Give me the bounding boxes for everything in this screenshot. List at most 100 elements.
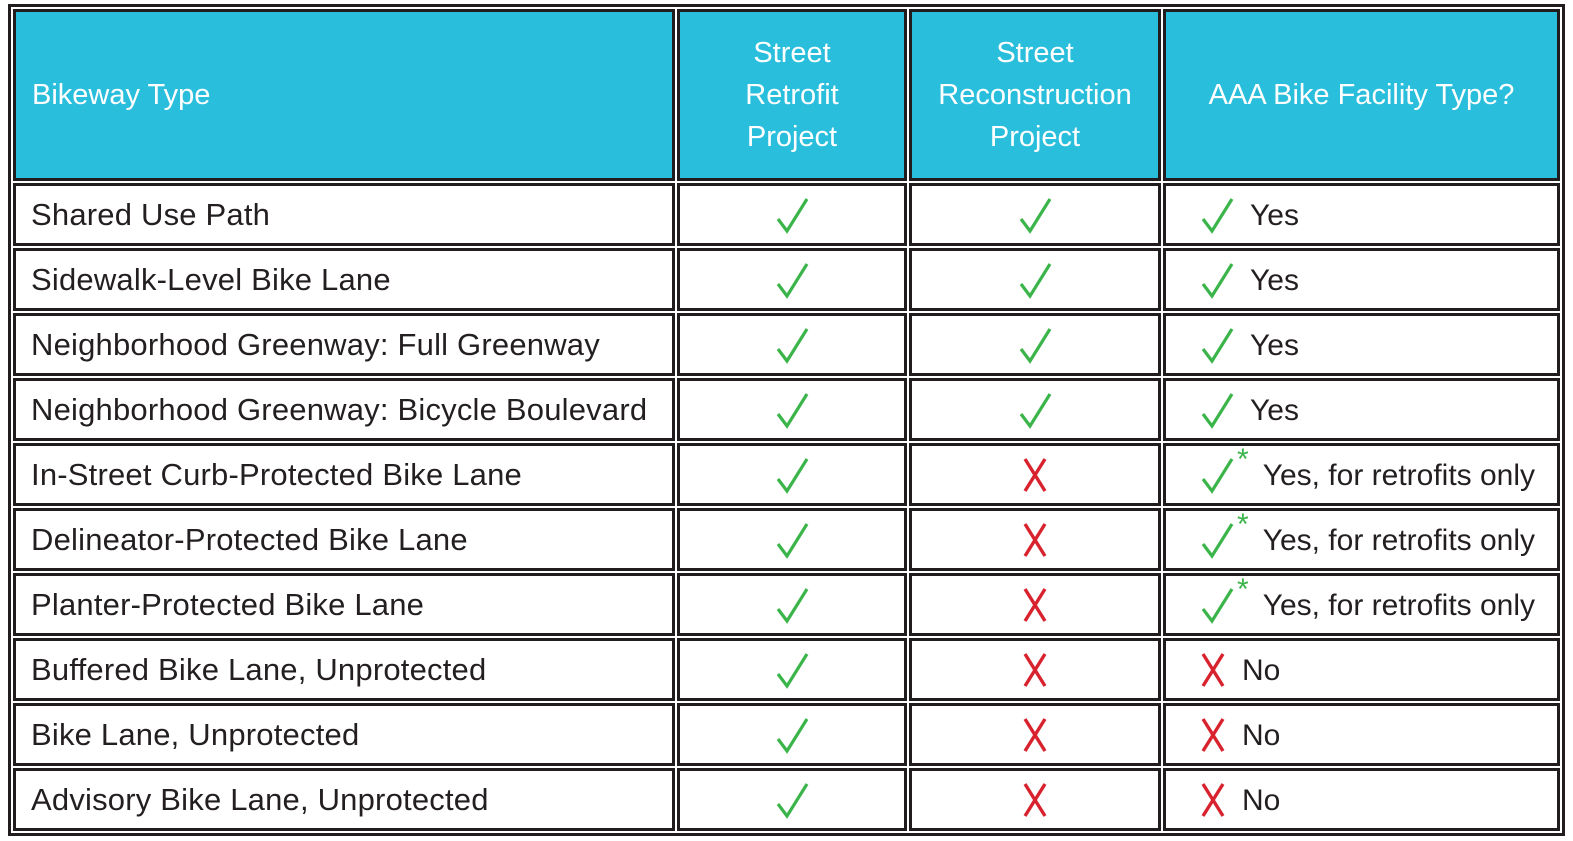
x-icon (1023, 522, 1047, 557)
check-icon (1019, 392, 1052, 429)
check-marker (773, 324, 811, 366)
street-reconstruction-cell (909, 313, 1161, 376)
header-line: Reconstruction (938, 79, 1132, 111)
x-marker (1198, 649, 1228, 691)
check-icon (776, 717, 809, 754)
street-reconstruction-cell (909, 443, 1161, 506)
table-row: Advisory Bike Lane, Unprotected No (13, 768, 1560, 831)
check-icon (776, 457, 809, 494)
check-icon (776, 587, 809, 624)
x-icon (1023, 587, 1047, 622)
header-line: Street (753, 37, 831, 69)
x-marker (1020, 779, 1050, 821)
x-icon (1201, 717, 1225, 752)
x-marker (1020, 454, 1050, 496)
column-header-aaa-bike-facility: AAA Bike Facility Type? (1163, 9, 1560, 181)
table-body: Shared Use Path Yes Sidewalk-Level Bike La… (13, 183, 1560, 831)
check-icon (1201, 392, 1234, 429)
bikeway-type-cell: Shared Use Path (13, 183, 675, 246)
aaa-label: No (1242, 718, 1281, 752)
check-marker (773, 194, 811, 236)
check-marker (1198, 259, 1236, 301)
aaa-facility-cell: Yes (1163, 313, 1560, 376)
check-icon (1019, 197, 1052, 234)
street-reconstruction-cell (909, 248, 1161, 311)
street-retrofit-cell (677, 508, 907, 571)
header-line: Retrofit (745, 79, 839, 111)
street-retrofit-cell (677, 378, 907, 441)
bikeway-type-cell: Sidewalk-Level Bike Lane (13, 248, 675, 311)
check-icon (776, 262, 809, 299)
check-marker (773, 649, 811, 691)
check-icon (1201, 522, 1234, 559)
column-header-street-reconstruction: Street Reconstruction Project (909, 9, 1161, 181)
check-marker (1016, 194, 1054, 236)
x-marker (1020, 714, 1050, 756)
aaa-facility-cell: * Yes, for retrofits only (1163, 443, 1560, 506)
check-icon (1019, 262, 1052, 299)
x-marker (1020, 649, 1050, 691)
aaa-label: Yes (1250, 198, 1299, 232)
aaa-facility-cell: No (1163, 703, 1560, 766)
x-icon (1023, 457, 1047, 492)
header-row: Bikeway Type Street Retrofit Project Str… (13, 9, 1560, 181)
check-icon (776, 652, 809, 689)
aaa-label: No (1242, 653, 1281, 687)
street-retrofit-cell (677, 703, 907, 766)
check-icon (1201, 457, 1234, 494)
x-marker (1020, 584, 1050, 626)
x-marker (1198, 779, 1228, 821)
x-icon (1023, 652, 1047, 687)
check-icon (1019, 327, 1052, 364)
x-marker (1020, 519, 1050, 561)
check-marker (773, 259, 811, 301)
check-icon (776, 392, 809, 429)
x-icon (1023, 717, 1047, 752)
aaa-facility-cell: Yes (1163, 183, 1560, 246)
table-row: Sidewalk-Level Bike Lane Yes (13, 248, 1560, 311)
check-icon (1201, 262, 1234, 299)
table-row: In-Street Curb-Protected Bike Lane * Yes, … (13, 443, 1560, 506)
street-retrofit-cell (677, 313, 907, 376)
check-icon (776, 197, 809, 234)
bikeway-type-cell: Neighborhood Greenway: Bicycle Boulevard (13, 378, 675, 441)
street-retrofit-cell (677, 443, 907, 506)
aaa-facility-cell: No (1163, 768, 1560, 831)
check-asterisk-marker: * (1198, 511, 1249, 561)
check-marker (773, 714, 811, 756)
street-retrofit-cell (677, 638, 907, 701)
bikeway-type-cell: Planter-Protected Bike Lane (13, 573, 675, 636)
check-icon (776, 327, 809, 364)
street-reconstruction-cell (909, 183, 1161, 246)
header-line: Project (746, 121, 838, 153)
check-asterisk-marker: * (1198, 576, 1249, 626)
table-row: Planter-Protected Bike Lane * Yes, for ret… (13, 573, 1560, 636)
street-reconstruction-cell (909, 378, 1161, 441)
table-row: Shared Use Path Yes (13, 183, 1560, 246)
bikeway-type-cell: Delineator-Protected Bike Lane (13, 508, 675, 571)
street-reconstruction-cell (909, 768, 1161, 831)
aaa-label: Yes, for retrofits only (1262, 458, 1536, 492)
table-row: Neighborhood Greenway: Full Greenway Yes (13, 313, 1560, 376)
street-retrofit-cell (677, 183, 907, 246)
table-row: Delineator-Protected Bike Lane * Yes, for … (13, 508, 1560, 571)
aaa-label: Yes (1250, 263, 1299, 297)
aaa-label: Yes, for retrofits only (1262, 523, 1536, 557)
street-reconstruction-cell (909, 638, 1161, 701)
aaa-facility-cell: Yes (1163, 248, 1560, 311)
check-asterisk-marker: * (1198, 446, 1249, 496)
bikeway-type-cell: Buffered Bike Lane, Unprotected (13, 638, 675, 701)
bikeway-type-cell: Bike Lane, Unprotected (13, 703, 675, 766)
aaa-label: Yes (1250, 328, 1299, 362)
street-reconstruction-cell (909, 703, 1161, 766)
aaa-facility-cell: Yes (1163, 378, 1560, 441)
check-icon (776, 782, 809, 819)
aaa-label: Yes (1250, 393, 1299, 427)
column-header-bikeway-type: Bikeway Type (13, 9, 675, 181)
check-marker (1016, 259, 1054, 301)
check-icon (776, 522, 809, 559)
street-retrofit-cell (677, 573, 907, 636)
street-retrofit-cell (677, 248, 907, 311)
check-icon (1201, 587, 1234, 624)
aaa-facility-cell: * Yes, for retrofits only (1163, 508, 1560, 571)
